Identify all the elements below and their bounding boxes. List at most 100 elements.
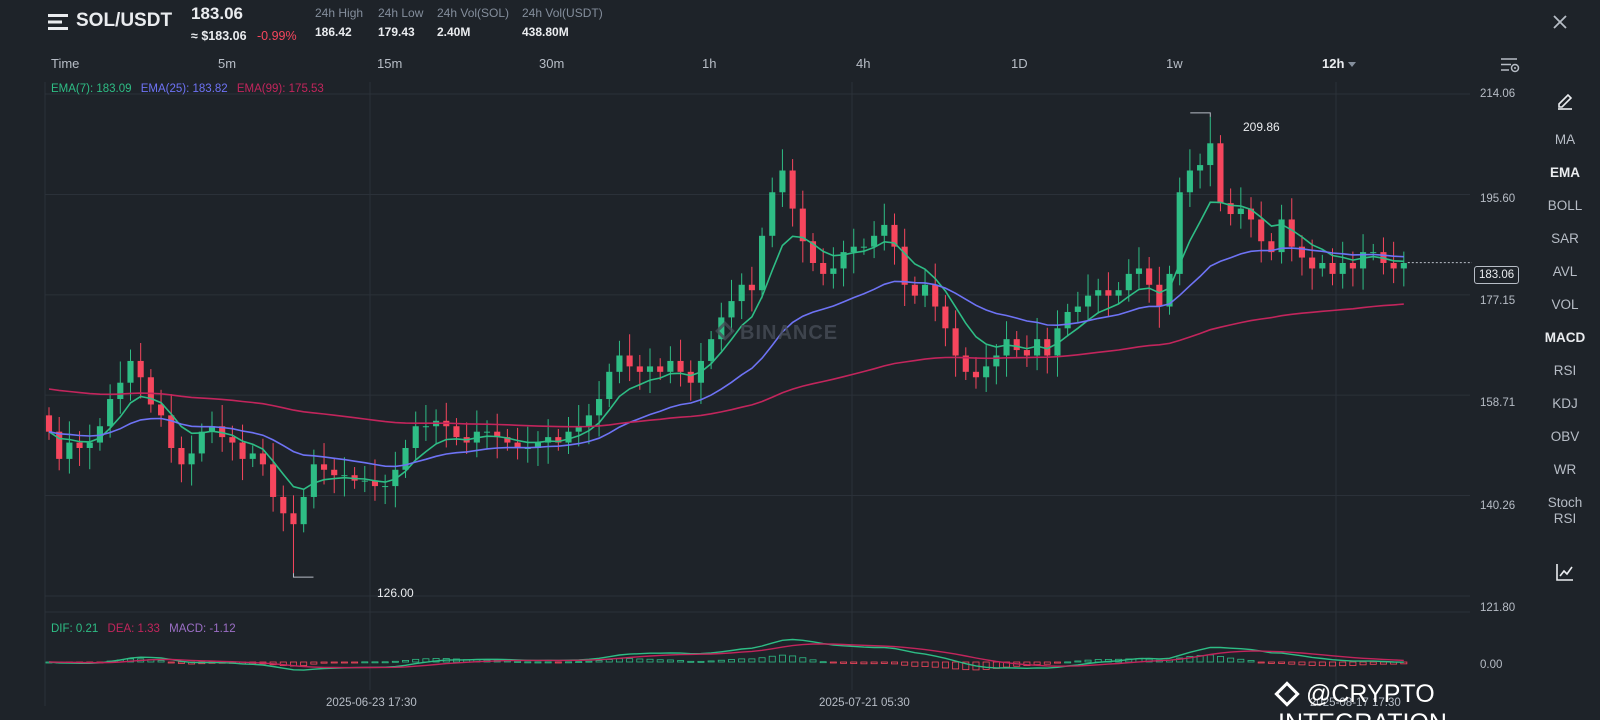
candle-body <box>1217 143 1223 203</box>
candle-body <box>953 328 959 355</box>
sidebar-item-stoch-rsi[interactable]: Stoch RSI <box>1530 495 1600 527</box>
chart-line-icon[interactable] <box>1555 562 1575 582</box>
macd-histogram-bar <box>372 662 378 663</box>
candle-body <box>861 247 867 248</box>
sidebar-item-ma[interactable]: MA <box>1530 132 1600 148</box>
pair-symbol[interactable]: SOL/USDT <box>76 10 172 32</box>
stat-24h-vol-usdt: 24h Vol(USDT) 438.80M <box>522 6 603 39</box>
tab-time[interactable]: Time <box>51 56 79 71</box>
candle-body <box>912 285 918 296</box>
candle-body <box>922 285 928 296</box>
tab-1w[interactable]: 1w <box>1166 56 1183 71</box>
sidebar-item-ema[interactable]: EMA <box>1530 165 1600 181</box>
price-usd: ≈ $183.06 <box>191 29 247 43</box>
macd-histogram-bar <box>616 659 622 662</box>
candle-body <box>1258 219 1264 241</box>
sidebar-item-wr[interactable]: WR <box>1530 462 1600 478</box>
macd-histogram-bar <box>606 660 612 662</box>
candle-body <box>1014 339 1020 350</box>
macd-histogram-bar <box>790 656 796 662</box>
macd-histogram-bar <box>718 660 724 662</box>
x-tick-label: 2025-07-21 05:30 <box>819 697 910 709</box>
candle-body <box>138 361 144 377</box>
sidebar-item-macd[interactable]: MACD <box>1530 330 1600 346</box>
macd-histogram-bar <box>647 659 653 662</box>
tab-1h[interactable]: 1h <box>702 56 716 71</box>
candle-body <box>382 486 388 487</box>
macd-histogram-bar <box>576 662 582 663</box>
macd-histogram-bar <box>902 662 908 665</box>
min-price-label: 126.00 <box>377 586 414 600</box>
candle-body <box>1024 350 1030 355</box>
tab-1d[interactable]: 1D <box>1011 56 1028 71</box>
macd-histogram-bar <box>820 662 826 663</box>
candle-body <box>1329 263 1335 274</box>
candle-body <box>1309 258 1315 269</box>
tab-12h[interactable]: 12h <box>1322 56 1356 71</box>
candle-body <box>627 356 633 367</box>
macd-histogram-bar <box>678 661 684 662</box>
stat-24h-vol-sol: 24h Vol(SOL) 2.40M <box>437 6 509 39</box>
sidebar-item-avl[interactable]: AVL <box>1530 264 1600 280</box>
chart-grid <box>45 82 1470 706</box>
dea-label: DEA: 1.33 <box>108 623 160 635</box>
macd-histogram-bar <box>382 662 388 663</box>
macd-histogram-bar <box>362 662 368 663</box>
macd-histogram-bar <box>779 655 785 662</box>
sidebar-item-obv[interactable]: OBV <box>1530 429 1600 445</box>
menu-icon[interactable] <box>48 13 68 31</box>
candle-body <box>993 356 999 367</box>
candle-body <box>800 209 806 242</box>
candle-body <box>1003 339 1009 355</box>
tab-15m[interactable]: 15m <box>377 56 402 71</box>
sidebar-item-vol[interactable]: VOL <box>1530 297 1600 313</box>
macd-histogram-bar <box>769 656 775 662</box>
candle-body <box>148 377 154 404</box>
annotations-layer <box>293 113 1472 577</box>
ema25-label: EMA(25): 183.82 <box>141 83 228 95</box>
pencil-icon[interactable] <box>1555 90 1575 110</box>
candle-body <box>606 372 612 399</box>
macd-histogram-bar <box>657 660 663 662</box>
watermark-text: BINANCE <box>740 322 838 344</box>
candle-body <box>657 366 663 371</box>
candle-body <box>127 361 133 383</box>
macd-histogram-bar <box>1248 661 1254 662</box>
candle-body <box>1075 307 1081 312</box>
diamond-icon <box>1274 681 1299 706</box>
tab-5m[interactable]: 5m <box>218 56 236 71</box>
sidebar-item-sar[interactable]: SAR <box>1530 231 1600 247</box>
macd-histogram-bar <box>749 659 755 662</box>
macd-histogram-bar <box>1258 662 1264 663</box>
candle-body <box>637 366 643 371</box>
corner-watermark-text: @CRYPTO INTEGRATION <box>1278 680 1447 720</box>
macd-histogram-bar <box>331 662 337 663</box>
ema25-line <box>49 248 1404 466</box>
candle-body <box>1177 192 1183 274</box>
chevron-down-icon <box>1348 62 1356 67</box>
candle-body <box>178 448 184 464</box>
stat-label: 24h Vol(SOL) <box>437 6 509 20</box>
tab-30m[interactable]: 30m <box>539 56 564 71</box>
macd-histogram-bar <box>1044 662 1050 664</box>
macd-histogram-bar <box>596 661 602 662</box>
macd-histogram-bar <box>942 662 948 668</box>
sidebar-item-kdj[interactable]: KDJ <box>1530 396 1600 412</box>
sidebar-item-rsi[interactable]: RSI <box>1530 363 1600 379</box>
macd-histogram-bar <box>830 662 836 663</box>
candle-body <box>1095 290 1101 295</box>
candle-body <box>739 285 745 301</box>
current-price-tag: 183.06 <box>1474 266 1519 284</box>
candle-body <box>942 307 948 329</box>
macd-histogram-bar <box>810 660 816 662</box>
macd-histogram-bar <box>555 662 561 663</box>
sidebar-item-boll[interactable]: BOLL <box>1530 198 1600 214</box>
chart-settings-icon[interactable] <box>1500 56 1520 74</box>
candle-body <box>66 443 72 459</box>
close-icon[interactable] <box>1550 12 1570 32</box>
tab-4h[interactable]: 4h <box>856 56 870 71</box>
y-tick-label: 195.60 <box>1480 193 1515 205</box>
last-price: 183.06 <box>191 4 243 24</box>
macd-histogram-bar <box>1034 662 1040 665</box>
candle-body <box>820 263 826 274</box>
